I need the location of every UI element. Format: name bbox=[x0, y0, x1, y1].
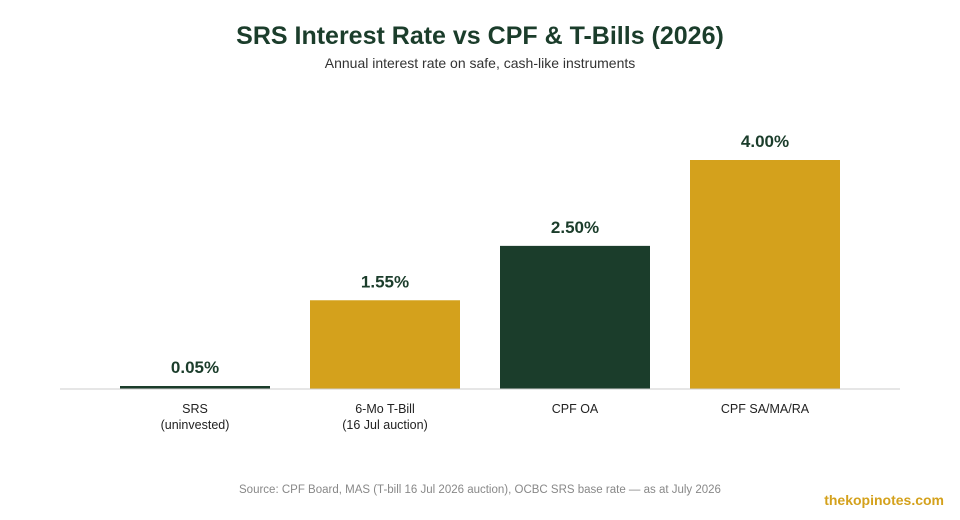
bar-2 bbox=[500, 245, 650, 389]
bar-chart: 0.05% 1.55% 2.50% 4.00% SRS (uninvested) 6-Mo… bbox=[60, 132, 900, 432]
value-label-0: 0.05% bbox=[171, 358, 219, 377]
category-label-1-line-0: 6-Mo T-Bill bbox=[355, 402, 415, 416]
bars-group bbox=[120, 160, 840, 389]
bar-3 bbox=[690, 160, 840, 389]
category-labels-group: SRS (uninvested) 6-Mo T-Bill (16 Jul auctio… bbox=[161, 402, 810, 432]
brand-watermark: thekopinotes.com bbox=[824, 492, 944, 508]
value-labels-group: 0.05% 1.55% 2.50% 4.00% bbox=[171, 132, 789, 377]
category-label-0-line-1: (uninvested) bbox=[161, 418, 230, 432]
chart-subtitle: Annual interest rate on safe, cash-like … bbox=[324, 55, 636, 71]
value-label-2: 2.50% bbox=[551, 218, 599, 237]
value-label-1: 1.55% bbox=[361, 272, 409, 291]
bar-0 bbox=[120, 386, 270, 389]
chart-title: SRS Interest Rate vs CPF & T-Bills (2026… bbox=[236, 22, 724, 50]
bar-1 bbox=[310, 300, 460, 389]
value-label-3: 4.00% bbox=[741, 132, 789, 151]
source-note: Source: CPF Board, MAS (T-bill 16 Jul 20… bbox=[239, 484, 721, 496]
category-label-1-line-1: (16 Jul auction) bbox=[342, 418, 427, 432]
category-label-0-line-0: SRS bbox=[182, 402, 208, 416]
category-label-2-line-0: CPF OA bbox=[552, 402, 599, 416]
category-label-3-line-0: CPF SA/MA/RA bbox=[721, 402, 810, 416]
